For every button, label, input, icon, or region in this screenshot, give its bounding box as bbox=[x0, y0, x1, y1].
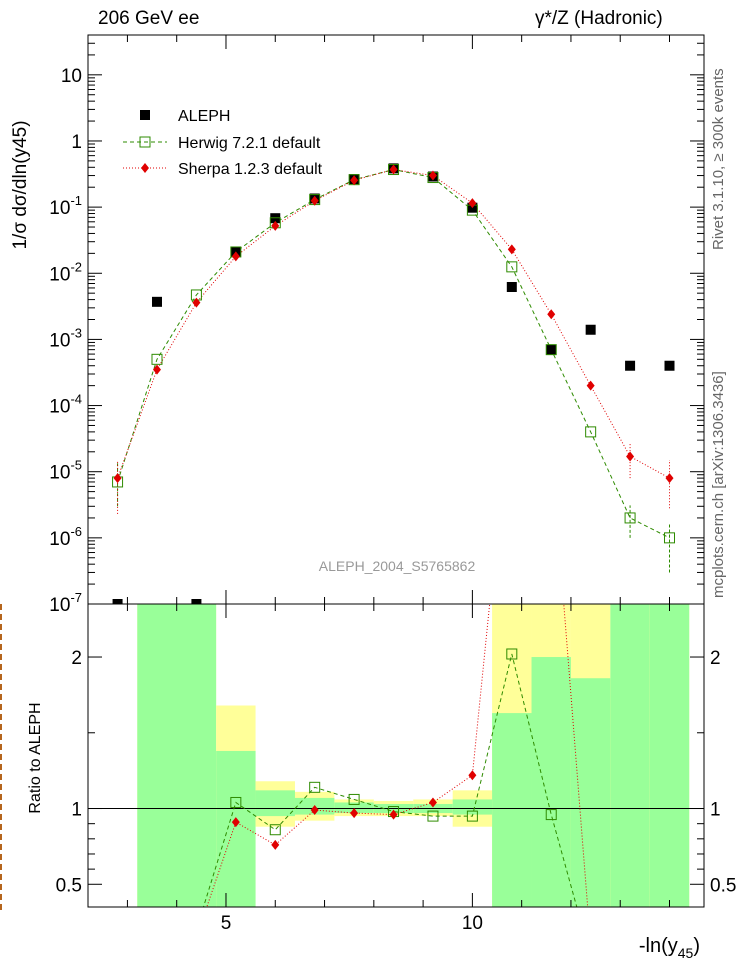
sherpa-point bbox=[626, 451, 635, 462]
main-y-axis-label: 1/σ dσ/dln(y45) bbox=[10, 120, 31, 249]
green-band bbox=[570, 678, 611, 907]
sherpa-point bbox=[152, 364, 161, 375]
y-tick-label: 10-7 bbox=[49, 590, 82, 616]
ratio-y-tick-label-right: 2 bbox=[710, 648, 721, 669]
y-tick-label: 10-2 bbox=[49, 259, 82, 285]
ratio-y-tick-label: 2 bbox=[71, 648, 82, 669]
y-tick-label: 10-4 bbox=[49, 392, 82, 418]
ratio-sherpa-point bbox=[231, 817, 240, 828]
x-tick-label: 5 bbox=[221, 913, 232, 934]
ratio-sherpa-point bbox=[310, 805, 319, 816]
legend-label: Herwig 7.2.1 default bbox=[178, 135, 321, 152]
aleph-point bbox=[191, 599, 202, 604]
ratio-bands bbox=[137, 604, 690, 907]
green-band bbox=[452, 799, 493, 815]
main-data bbox=[112, 163, 676, 604]
ratio-sherpa-point bbox=[389, 809, 398, 820]
green-band bbox=[255, 790, 295, 817]
aleph-point bbox=[112, 599, 123, 604]
aleph-point bbox=[664, 360, 675, 371]
ratio-herwig-point bbox=[269, 824, 281, 836]
aleph-point bbox=[506, 281, 517, 292]
herwig-point bbox=[664, 532, 676, 544]
green-band bbox=[610, 604, 650, 907]
green-band bbox=[492, 713, 532, 907]
series-line-sherpa bbox=[117, 169, 670, 479]
herwig-point bbox=[506, 261, 518, 273]
green-band bbox=[137, 604, 217, 907]
x-axis-label: -ln(y45) bbox=[639, 935, 700, 961]
herwig-point bbox=[585, 426, 597, 438]
sherpa-point bbox=[350, 175, 359, 186]
ratio-panel: 0.5 0.5 1 1 2 2 5 10 Ratio to ALEPH -ln(y45) bbox=[27, 603, 736, 961]
y-tick-label: 10-5 bbox=[49, 458, 82, 484]
legend: ALEPH Herwig 7.2.1 default Sherpa 1.2.3 de… bbox=[123, 108, 323, 178]
green-band bbox=[334, 802, 374, 814]
y-tick-label: 10-1 bbox=[49, 193, 82, 219]
analysis-watermark: ALEPH_2004_S5765862 bbox=[319, 558, 476, 574]
ratio-sherpa-point bbox=[271, 839, 280, 850]
sherpa-point bbox=[428, 170, 437, 181]
legend-marker-aleph bbox=[140, 110, 150, 120]
herwig-point bbox=[624, 512, 636, 524]
ratio-y-tick-label: 0.5 bbox=[56, 875, 82, 896]
ratio-herwig-point bbox=[427, 810, 439, 822]
panel-edge-marker bbox=[0, 604, 4, 910]
process-label: γ*/Z (Hadronic) bbox=[535, 8, 663, 29]
sherpa-point bbox=[507, 244, 516, 255]
energy-label: 206 GeV ee bbox=[98, 8, 200, 29]
aleph-point bbox=[151, 296, 162, 307]
ratio-herwig-point bbox=[230, 796, 242, 808]
sherpa-point bbox=[271, 220, 280, 231]
legend-marker-sherpa bbox=[141, 163, 149, 173]
ratio-herwig-point bbox=[506, 648, 518, 660]
sherpa-point bbox=[192, 297, 201, 308]
sherpa-point bbox=[665, 473, 674, 484]
sherpa-point bbox=[310, 195, 319, 206]
ratio-sherpa-point bbox=[350, 808, 359, 819]
ratio-y-axis-label: Ratio to ALEPH bbox=[27, 702, 44, 813]
sherpa-point bbox=[113, 473, 122, 484]
green-band bbox=[531, 657, 571, 907]
sherpa-point bbox=[468, 198, 477, 209]
sherpa-point bbox=[231, 251, 240, 262]
ratio-frame bbox=[87, 603, 705, 908]
main-panel: 10-7 10-6 10-5 10-4 10-3 10-2 10-1 1 10 1/σ dσ/dl… bbox=[10, 34, 705, 616]
aleph-point bbox=[585, 324, 596, 335]
ratio-y-tick-label: 1 bbox=[71, 800, 82, 821]
ratio-sherpa-point bbox=[428, 797, 437, 808]
ratio-herwig-point bbox=[466, 810, 478, 822]
ratio-sherpa-point bbox=[468, 770, 477, 781]
y-tick-label: 10 bbox=[61, 66, 82, 87]
herwig-point bbox=[151, 353, 163, 365]
green-band bbox=[649, 604, 690, 907]
ratio-y-tick-label-right: 0.5 bbox=[710, 875, 736, 896]
y-tick-label: 10-6 bbox=[49, 524, 82, 550]
herwig-point bbox=[545, 344, 557, 356]
legend-label: ALEPH bbox=[178, 108, 230, 125]
sherpa-point bbox=[586, 380, 595, 391]
legend-label: Sherpa 1.2.3 default bbox=[178, 161, 323, 178]
sherpa-point bbox=[389, 164, 398, 175]
x-tick-label: 10 bbox=[462, 913, 483, 934]
green-band bbox=[216, 750, 256, 907]
ratio-y-tick-label-right: 1 bbox=[710, 800, 721, 821]
aleph-point bbox=[625, 360, 636, 371]
sherpa-point bbox=[547, 309, 556, 320]
ratio-herwig-point bbox=[309, 781, 321, 793]
ratio-herwig-point bbox=[348, 793, 360, 805]
legend-marker-herwig bbox=[139, 136, 151, 148]
aleph-point bbox=[546, 344, 557, 355]
y-tick-label: 10-3 bbox=[49, 325, 82, 351]
y-tick-label: 1 bbox=[71, 132, 82, 153]
ratio-herwig-point bbox=[545, 809, 557, 821]
series-line-herwig bbox=[117, 169, 670, 539]
ratio-data bbox=[202, 604, 589, 907]
